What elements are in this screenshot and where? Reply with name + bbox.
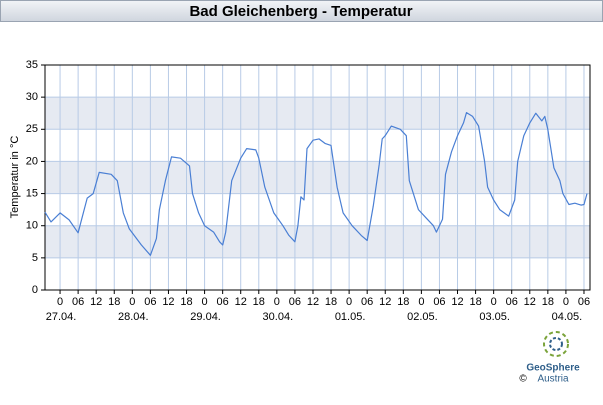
day-label: 03.05. [479, 311, 510, 323]
y-tick-label: 5 [32, 252, 38, 264]
day-label: 01.05. [335, 311, 366, 323]
x-tick-label: 12 [90, 296, 102, 308]
x-tick-label: 0 [418, 296, 424, 308]
x-tick-label: 06 [144, 296, 156, 308]
y-tick-label: 0 [32, 284, 38, 296]
x-tick-label: 0 [57, 296, 63, 308]
x-tick-label: 18 [108, 296, 120, 308]
x-tick-label: 0 [274, 296, 280, 308]
x-tick-label: 12 [524, 296, 536, 308]
x-tick-label: 0 [129, 296, 135, 308]
y-tick-label: 25 [26, 123, 38, 135]
day-label: 28.04. [118, 311, 149, 323]
grid-band [45, 161, 590, 194]
logo: GeoSphere Austria © [519, 331, 580, 385]
temperature-line [44, 112, 588, 256]
x-tick-label: 12 [379, 296, 391, 308]
x-tick-label: 12 [235, 296, 247, 308]
x-tick-label: 06 [289, 296, 301, 308]
day-label: 30.04. [263, 311, 294, 323]
day-label: 29.04. [190, 311, 221, 323]
logo-icon [543, 331, 569, 357]
copyright: © [519, 374, 527, 385]
x-tick-label: 18 [253, 296, 265, 308]
x-tick-label: 0 [346, 296, 352, 308]
x-tick-label: 06 [578, 296, 590, 308]
y-tick-label: 35 [26, 59, 38, 71]
y-tick-label: 10 [26, 220, 38, 232]
x-tick-label: 18 [542, 296, 554, 308]
y-tick-label: 30 [26, 91, 38, 103]
x-tick-label: 06 [433, 296, 445, 308]
x-tick-label: 12 [307, 296, 319, 308]
day-label: 27.04. [46, 311, 77, 323]
y-tick-label: 15 [26, 187, 38, 199]
x-tick-label: 18 [325, 296, 337, 308]
y-axis-label: Temperatur in °C [9, 136, 21, 219]
x-tick-label: 06 [506, 296, 518, 308]
plot-border [44, 64, 591, 291]
logo-icon [549, 337, 563, 351]
day-label: 02.05. [407, 311, 438, 323]
x-tick-label: 0 [202, 296, 208, 308]
x-tick-label: 0 [563, 296, 569, 308]
x-tick-label: 18 [397, 296, 409, 308]
x-tick-label: 06 [361, 296, 373, 308]
y-tick-label: 20 [26, 155, 38, 167]
x-tick-label: 0 [491, 296, 497, 308]
grid-band [45, 225, 590, 258]
x-tick-label: 12 [162, 296, 174, 308]
x-tick-label: 06 [72, 296, 84, 308]
x-tick-label: 18 [180, 296, 192, 308]
x-tick-label: 18 [469, 296, 481, 308]
x-tick-label: 12 [451, 296, 463, 308]
chart-title: Bad Gleichenberg - Temperatur [189, 3, 412, 20]
logo-name: GeoSphere [526, 363, 580, 374]
logo-sub: Austria [537, 374, 569, 385]
x-tick-label: 06 [217, 296, 229, 308]
day-label: 04.05. [552, 311, 583, 323]
grid-band [45, 97, 590, 130]
